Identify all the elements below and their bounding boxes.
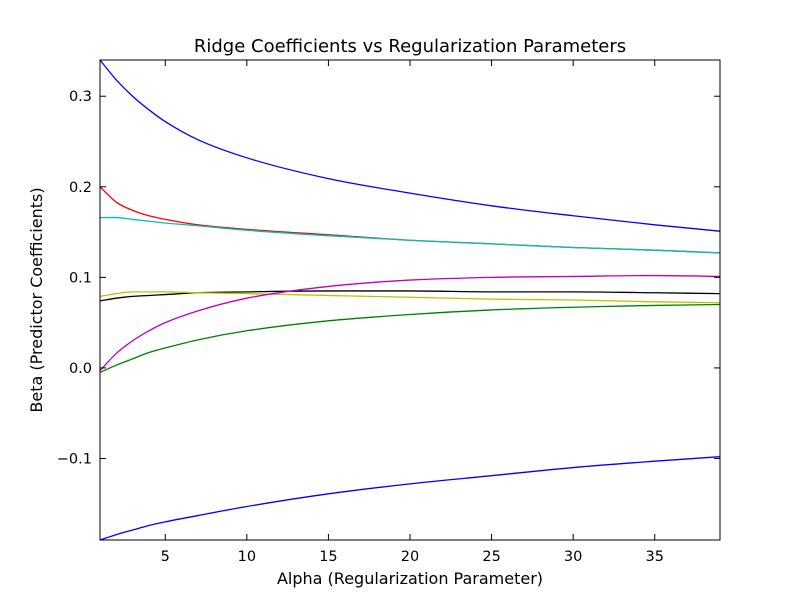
x-tick-label: 15 [319, 549, 337, 565]
y-axis-label: Beta (Predictor Coefficients) [27, 187, 46, 412]
x-tick-label: 10 [238, 549, 256, 565]
x-tick-label: 30 [564, 549, 582, 565]
y-tick-label: 0.2 [69, 180, 92, 196]
x-axis-label: Alpha (Regularization Parameter) [277, 569, 543, 588]
x-tick-label: 20 [401, 549, 419, 565]
x-tick-label: 25 [482, 549, 500, 565]
y-tick-label: −0.1 [57, 451, 92, 467]
y-tick-label: 0.0 [69, 361, 92, 377]
x-tick-label: 35 [646, 549, 664, 565]
y-tick-label: 0.3 [69, 89, 92, 105]
x-tick-label: 5 [161, 549, 170, 565]
y-tick-label: 0.1 [69, 270, 92, 286]
chart-title: Ridge Coefficients vs Regularization Par… [194, 36, 626, 57]
